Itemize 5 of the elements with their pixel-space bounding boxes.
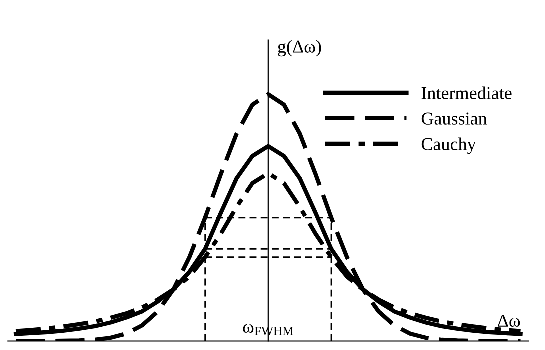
- legend-label: Intermediate: [422, 86, 512, 100]
- y-axis-title: g(Δω): [278, 40, 322, 57]
- legend-label: Gaussian: [422, 112, 488, 125]
- legend-label: Cauchy: [422, 138, 476, 154]
- x-axis-title: Δω: [498, 314, 520, 328]
